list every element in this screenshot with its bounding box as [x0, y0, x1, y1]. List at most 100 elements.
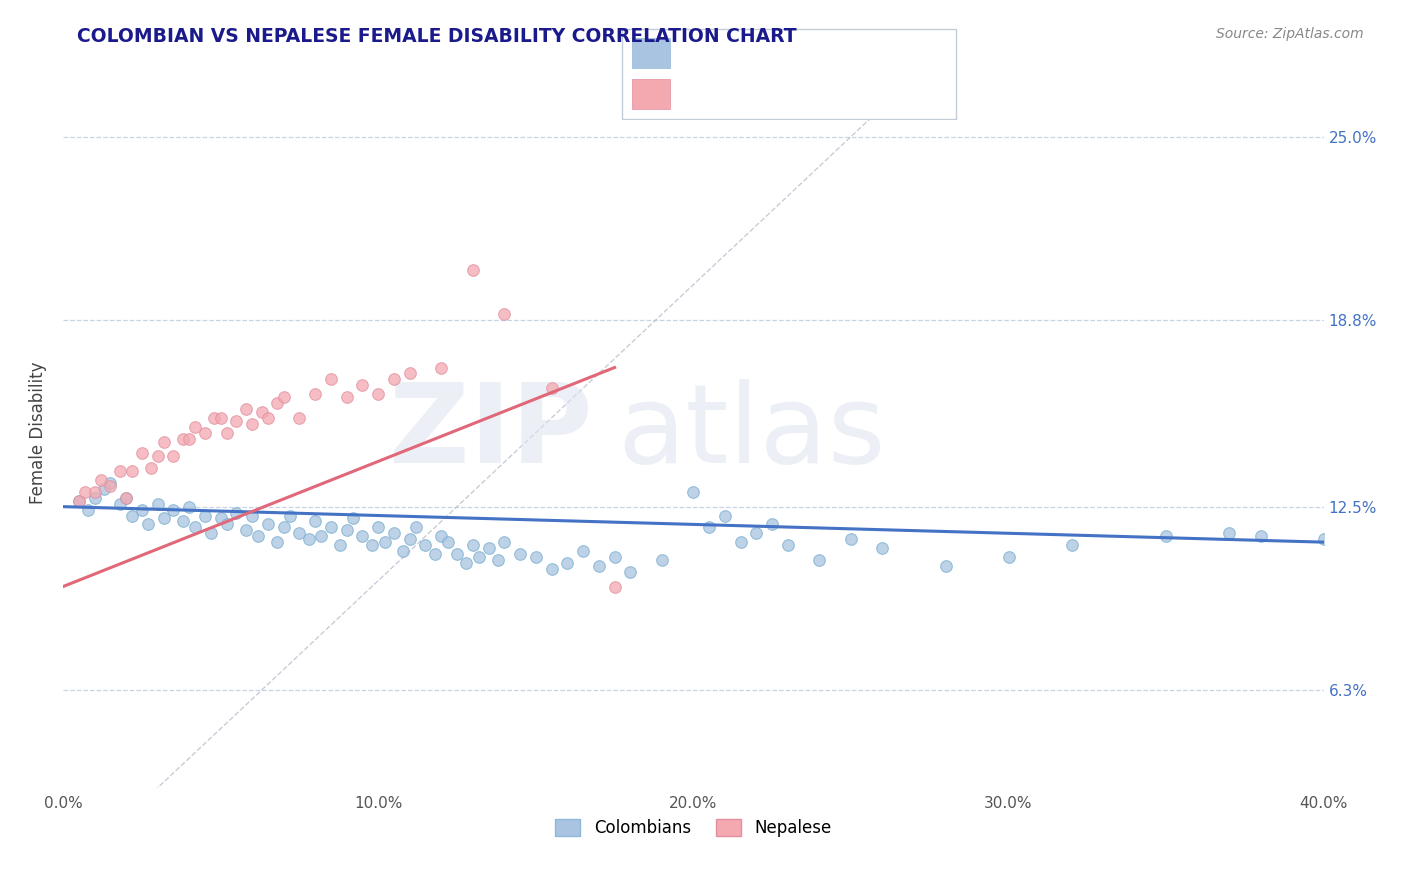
Point — [336, 524, 359, 538]
Point — [235, 401, 257, 416]
Point — [162, 502, 184, 516]
Text: atlas: atlas — [617, 379, 886, 486]
Point — [540, 381, 562, 395]
Point — [90, 473, 112, 487]
Point — [603, 580, 626, 594]
Point — [336, 390, 359, 404]
Point — [121, 508, 143, 523]
Point — [1312, 532, 1334, 546]
Point — [209, 511, 232, 525]
Point — [367, 520, 389, 534]
Point — [329, 538, 352, 552]
Point — [131, 502, 153, 516]
Point — [361, 538, 384, 552]
Point — [436, 535, 458, 549]
Point — [524, 549, 547, 564]
Point — [115, 491, 138, 505]
Point — [250, 405, 273, 419]
Point — [209, 410, 232, 425]
Point — [98, 475, 121, 490]
Point — [194, 508, 217, 523]
Point — [67, 493, 90, 508]
Point — [184, 419, 207, 434]
Point — [215, 425, 238, 440]
Point — [98, 479, 121, 493]
Point — [108, 497, 131, 511]
Point — [342, 511, 364, 525]
Point — [115, 491, 138, 505]
Point — [257, 410, 280, 425]
Point — [146, 450, 169, 464]
Point — [446, 547, 468, 561]
Y-axis label: Female Disability: Female Disability — [30, 361, 46, 504]
Legend: Colombians, Nepalese: Colombians, Nepalese — [548, 812, 838, 844]
Point — [215, 517, 238, 532]
Point — [225, 506, 247, 520]
Point — [136, 517, 159, 532]
Point — [997, 549, 1019, 564]
Point — [651, 553, 673, 567]
FancyBboxPatch shape — [621, 29, 956, 119]
Point — [247, 529, 270, 543]
Point — [177, 432, 200, 446]
Point — [697, 520, 720, 534]
Point — [477, 541, 499, 555]
Point — [153, 511, 176, 525]
Point — [839, 532, 862, 546]
Point — [162, 450, 184, 464]
Text: 40: 40 — [880, 86, 904, 103]
Point — [93, 482, 115, 496]
Point — [278, 508, 301, 523]
Point — [266, 396, 288, 410]
Point — [588, 558, 610, 573]
Point — [456, 556, 478, 570]
Point — [398, 532, 420, 546]
Point — [468, 549, 491, 564]
Point — [745, 526, 768, 541]
Point — [776, 538, 799, 552]
Point — [398, 367, 420, 381]
FancyBboxPatch shape — [633, 38, 671, 68]
Point — [415, 538, 437, 552]
Point — [1060, 538, 1083, 552]
Point — [311, 529, 333, 543]
Point — [1218, 526, 1240, 541]
Point — [382, 372, 405, 386]
Point — [714, 508, 737, 523]
Point — [486, 553, 509, 567]
Point — [184, 520, 207, 534]
Point — [352, 378, 374, 392]
Point — [108, 464, 131, 478]
Point — [382, 526, 405, 541]
Point — [619, 565, 641, 579]
Text: N =: N = — [828, 44, 868, 62]
Point — [257, 517, 280, 532]
Text: COLOMBIAN VS NEPALESE FEMALE DISABILITY CORRELATION CHART: COLOMBIAN VS NEPALESE FEMALE DISABILITY … — [77, 27, 797, 45]
Point — [808, 553, 831, 567]
Point — [288, 410, 311, 425]
Point — [273, 390, 295, 404]
Point — [934, 558, 956, 573]
Text: 0.605: 0.605 — [735, 86, 797, 103]
Point — [423, 547, 446, 561]
Point — [509, 547, 531, 561]
Point — [461, 538, 484, 552]
Point — [872, 541, 894, 555]
Text: 81: 81 — [880, 44, 904, 62]
Point — [494, 307, 516, 321]
Point — [555, 556, 578, 570]
Point — [200, 526, 222, 541]
Text: -0.094: -0.094 — [735, 44, 799, 62]
Point — [405, 520, 427, 534]
Point — [153, 434, 176, 449]
Point — [202, 410, 225, 425]
Point — [225, 414, 247, 428]
Point — [83, 491, 105, 505]
Point — [266, 535, 288, 549]
Point — [194, 425, 217, 440]
Point — [540, 562, 562, 576]
Point — [319, 372, 342, 386]
Point — [83, 484, 105, 499]
Point — [121, 464, 143, 478]
Point — [172, 432, 194, 446]
